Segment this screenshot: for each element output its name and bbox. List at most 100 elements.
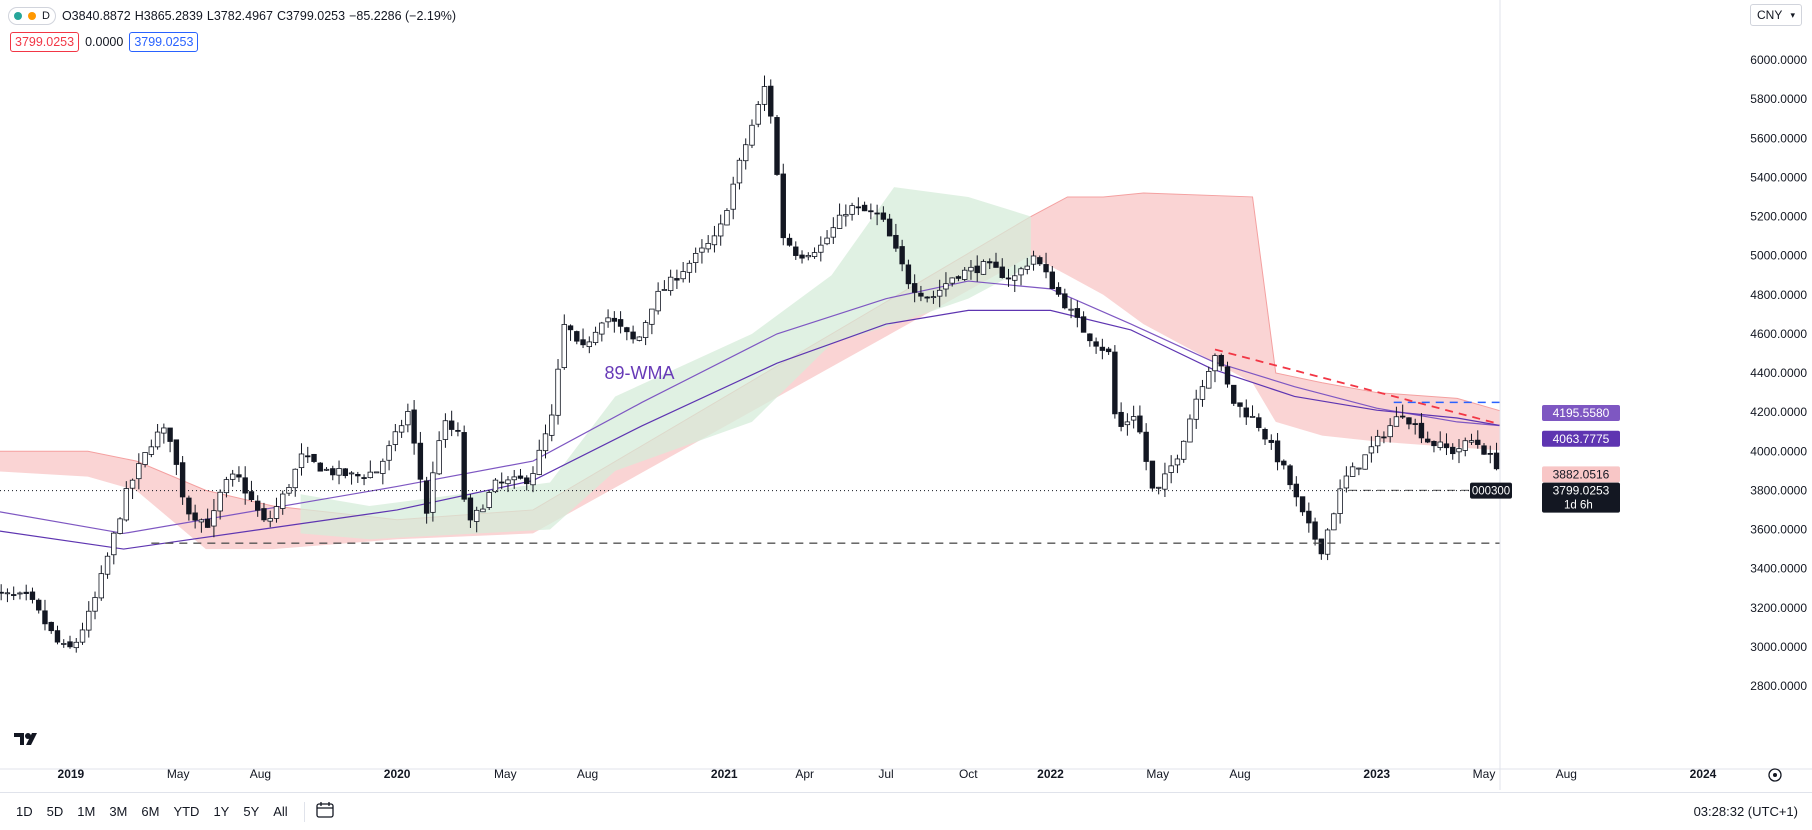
candle-up <box>161 427 167 434</box>
y-tick-label: 4000.0000 <box>1750 444 1807 458</box>
candle-up <box>667 276 674 292</box>
candle-down <box>1093 341 1099 347</box>
green-dot-icon <box>14 12 22 20</box>
candle-down <box>355 473 361 477</box>
candle-down <box>248 491 255 501</box>
candle-up <box>211 510 217 527</box>
candle-down <box>1500 469 1505 472</box>
candle-down <box>1118 411 1124 427</box>
candle-down <box>1475 439 1481 445</box>
candle-up <box>1187 418 1193 443</box>
y-tick-label: 5400.0000 <box>1750 170 1807 184</box>
date-range-icon[interactable] <box>315 801 335 822</box>
candle-down <box>1287 465 1293 486</box>
candle-up <box>755 104 761 125</box>
candle-up <box>1362 454 1368 470</box>
visibility-toggle[interactable]: D <box>8 7 56 25</box>
candle-up <box>148 446 155 455</box>
candle-up <box>805 255 811 258</box>
candle-down <box>1112 351 1118 415</box>
candle-up <box>655 290 661 312</box>
candle-up <box>442 420 449 440</box>
candle-up <box>405 411 411 426</box>
candle-down <box>1281 460 1287 466</box>
candle-up <box>4 592 11 595</box>
timeframe-5d[interactable]: 5D <box>46 804 64 819</box>
cloud-red-edge <box>0 192 1500 521</box>
candle-up <box>398 425 405 433</box>
candle-up <box>111 532 117 556</box>
candle-down <box>236 474 242 478</box>
candle-up <box>1024 265 1030 270</box>
candle-up <box>811 252 818 257</box>
candle-down <box>1399 415 1406 418</box>
candle-up <box>380 460 386 474</box>
candle-up <box>280 493 286 509</box>
candle-up <box>217 491 223 512</box>
candle-up <box>336 468 342 476</box>
candle-down <box>611 317 618 322</box>
candle-down <box>574 331 580 342</box>
candle-down <box>1137 415 1143 433</box>
candle-down <box>1487 453 1493 455</box>
candle-down <box>1318 538 1325 555</box>
candle-up <box>1199 386 1206 400</box>
timeframe-1y[interactable]: 1Y <box>213 804 230 819</box>
settings-icon[interactable] <box>1768 768 1782 782</box>
candle-up <box>154 431 161 448</box>
interval-label: D <box>42 10 50 22</box>
timeframe-all[interactable]: All <box>273 804 288 819</box>
y-tick-label: 2800.0000 <box>1750 679 1807 693</box>
x-tick-label: Aug <box>1229 767 1250 781</box>
candle-down <box>1149 460 1156 489</box>
currency-select[interactable]: CNY ▾ <box>1750 4 1802 26</box>
timeframe-1m[interactable]: 1M <box>77 804 96 819</box>
candle-down <box>1538 464 1543 470</box>
candle-up <box>818 244 824 253</box>
candle-down <box>893 234 899 249</box>
wma-annotation: 89-WMA <box>605 363 675 383</box>
candle-down <box>1087 333 1093 342</box>
plot-area: 89-WMA <box>0 75 1543 653</box>
low-value: L3782.4967 <box>206 9 273 23</box>
candle-up <box>936 289 943 297</box>
candle-up <box>749 124 755 146</box>
candle-up <box>980 261 987 275</box>
timeframe-3m[interactable]: 3M <box>109 804 128 819</box>
candle-down <box>880 212 887 220</box>
candle-down <box>1268 439 1274 443</box>
axis-price-text: 4063.7775 <box>1553 432 1610 446</box>
candle-down <box>1080 316 1087 333</box>
tradingview-logo-icon <box>14 730 42 753</box>
candle-down <box>48 621 54 632</box>
timeframe-5y[interactable]: 5Y <box>243 804 260 819</box>
candle-up <box>79 629 86 643</box>
price-chart[interactable]: 89-WMA 6000.0000 5800.0000 5600.0000 5400.00… <box>0 0 1812 792</box>
clock-label[interactable]: 03:28:32 (UTC+1) <box>1693 804 1798 819</box>
y-tick-label: 5800.0000 <box>1750 92 1807 106</box>
timeframe-1d[interactable]: 1D <box>16 804 33 819</box>
candle-up <box>392 431 399 445</box>
candle-down <box>886 218 893 237</box>
candle-up <box>642 322 649 338</box>
candle-down <box>861 204 868 212</box>
y-tick-label: 3800.0000 <box>1750 483 1807 497</box>
candle-up <box>104 555 111 575</box>
y-tick-label: 6000.0000 <box>1750 53 1807 67</box>
change-value: −85.2286 (−2.19%) <box>349 9 457 23</box>
candle-down <box>517 475 524 479</box>
candle-up <box>386 445 392 461</box>
candle-down <box>186 497 192 515</box>
candle-up <box>1124 421 1131 426</box>
timeframe-ytd[interactable]: YTD <box>173 804 200 819</box>
candle-down <box>768 85 774 117</box>
candle-down <box>1274 440 1281 463</box>
axis-price-label <box>1542 404 1620 421</box>
timeframe-6m[interactable]: 6M <box>141 804 160 819</box>
chevron-down-icon: ▾ <box>1790 9 1795 20</box>
candle-down <box>924 296 930 299</box>
candle-up <box>830 227 837 238</box>
candle-up <box>348 472 355 475</box>
x-tick-label: Jul <box>878 767 893 781</box>
candle-down <box>1224 366 1231 385</box>
